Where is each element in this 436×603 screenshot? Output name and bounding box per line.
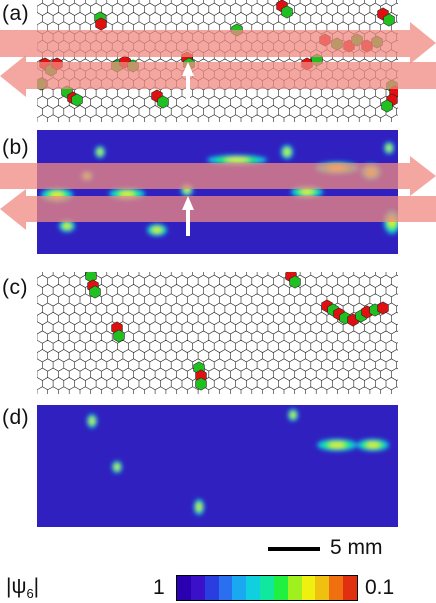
colorbar bbox=[176, 575, 358, 601]
colorbar-swatch bbox=[218, 576, 233, 600]
colorbar-swatch bbox=[273, 576, 288, 600]
colorbar-swatch bbox=[301, 576, 316, 600]
shear-arrow-right-b bbox=[0, 156, 436, 196]
colorbar-swatch bbox=[260, 576, 274, 600]
colorbar-swatch bbox=[246, 576, 261, 600]
defect-glow bbox=[90, 418, 94, 424]
colorbar-symbol-text: |ψ bbox=[6, 575, 27, 598]
defect-cell-green bbox=[85, 272, 97, 283]
defect-glow bbox=[366, 442, 380, 448]
defect-cell-green bbox=[381, 99, 393, 113]
defect-cell-green bbox=[157, 95, 169, 109]
panel-c-lattice bbox=[37, 272, 398, 394]
defect-glow bbox=[284, 149, 290, 155]
colorbar-right-value: 0.1 bbox=[365, 576, 395, 599]
shear-arrow-left-b bbox=[0, 189, 436, 230]
scale-bar-label: 5 mm bbox=[330, 536, 383, 559]
colorbar-swatch bbox=[343, 576, 357, 600]
defect-cell-green bbox=[113, 329, 125, 343]
defect-cell-green bbox=[289, 275, 301, 289]
defect-cell-red bbox=[95, 17, 107, 31]
shear-arrow-right-a bbox=[0, 22, 436, 64]
colorbar-left-value: 1 bbox=[153, 576, 165, 599]
defect-glow-group bbox=[87, 409, 389, 515]
colorbar-swatch bbox=[232, 576, 247, 600]
colorbar-swatch bbox=[204, 576, 219, 600]
panel-label-c: (c) bbox=[2, 276, 28, 299]
defect-cell-green bbox=[89, 285, 101, 299]
panel-c-lattice-svg bbox=[37, 272, 398, 394]
colorbar-symbol: |ψ6| bbox=[6, 575, 39, 601]
defect-glow bbox=[153, 227, 161, 233]
defect-cell-green bbox=[383, 13, 395, 27]
defect-cell-green bbox=[195, 377, 207, 391]
scale-bar bbox=[268, 547, 320, 551]
defect-cell-red bbox=[377, 301, 389, 315]
panel-label-b: (b) bbox=[2, 136, 30, 159]
defect-glow bbox=[387, 145, 391, 151]
panel-b-arrows bbox=[0, 156, 436, 236]
colorbar-symbol-end: | bbox=[33, 575, 40, 598]
colorbar-swatch bbox=[177, 576, 191, 600]
defect-glow bbox=[115, 464, 119, 470]
defect-glow bbox=[197, 503, 201, 511]
up-arrow-a bbox=[182, 62, 194, 104]
defect-glow bbox=[98, 149, 102, 155]
lattice-cells bbox=[37, 272, 398, 394]
defect-glow bbox=[300, 189, 314, 195]
colorbar-swatch bbox=[315, 576, 330, 600]
panel-d-field bbox=[37, 405, 398, 527]
defect-glow bbox=[291, 412, 295, 418]
colorbar-symbol-subscript: 6 bbox=[26, 586, 34, 602]
colorbar-swatch bbox=[190, 576, 205, 600]
defect-glow bbox=[329, 442, 345, 448]
panel-d-field-svg bbox=[87, 409, 389, 515]
defect-cell-green bbox=[71, 93, 83, 107]
defect-glow bbox=[119, 191, 135, 197]
up-arrow-b bbox=[182, 196, 194, 236]
colorbar-swatch bbox=[329, 576, 344, 600]
defect-cell-green bbox=[281, 5, 293, 19]
panel-a-arrows bbox=[0, 22, 436, 104]
defect-glow bbox=[225, 158, 249, 162]
defect-glow bbox=[63, 223, 71, 229]
colorbar-swatch bbox=[287, 576, 302, 600]
panel-label-a: (a) bbox=[2, 2, 30, 25]
panel-label-d: (d) bbox=[2, 406, 30, 429]
shear-arrow-left-a bbox=[0, 55, 436, 97]
